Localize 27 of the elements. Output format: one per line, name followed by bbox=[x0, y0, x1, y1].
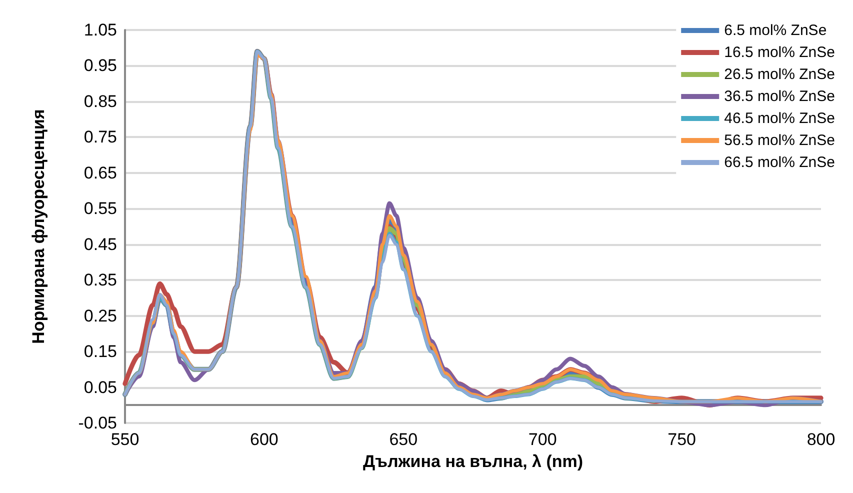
legend-label: 66.5 mol% ZnSe bbox=[724, 154, 835, 171]
x-tick-label: 650 bbox=[389, 430, 418, 449]
y-axis-title: Нормирана флуоресценция bbox=[29, 109, 48, 344]
legend-label: 6.5 mol% ZnSe bbox=[724, 22, 827, 39]
legend-label: 46.5 mol% ZnSe bbox=[724, 110, 835, 127]
y-tick-label: 0.05 bbox=[84, 378, 117, 397]
x-tick-label: 750 bbox=[668, 430, 696, 449]
y-tick-label: 0.55 bbox=[84, 199, 117, 218]
x-tick-label: 700 bbox=[528, 430, 557, 449]
x-axis-title: Дължина на вълна, λ (nm) bbox=[362, 452, 584, 471]
y-tick-label: 0.35 bbox=[84, 270, 117, 290]
y-tick-label: 0.95 bbox=[84, 56, 117, 76]
x-tick-label: 550 bbox=[110, 430, 140, 449]
legend-label: 36.5 mol% ZnSe bbox=[724, 88, 835, 105]
x-tick-label: 800 bbox=[806, 430, 836, 449]
y-tick-label: 0.85 bbox=[84, 92, 117, 111]
y-tick-label: 0.65 bbox=[84, 163, 117, 182]
legend-label: 16.5 mol% ZnSe bbox=[724, 44, 835, 61]
y-tick-label: 0.25 bbox=[84, 306, 117, 326]
y-tick-label: 0.45 bbox=[84, 234, 117, 254]
y-tick-label: 0.15 bbox=[84, 342, 117, 362]
y-tick-label: 0.75 bbox=[84, 128, 117, 147]
y-tick-label: -0.05 bbox=[78, 414, 117, 432]
x-tick-label: 600 bbox=[250, 430, 278, 449]
legend-label: 56.5 mol% ZnSe bbox=[724, 132, 835, 149]
y-tick-label: 1.05 bbox=[84, 20, 117, 40]
legend-label: 26.5 mol% ZnSe bbox=[724, 66, 835, 83]
